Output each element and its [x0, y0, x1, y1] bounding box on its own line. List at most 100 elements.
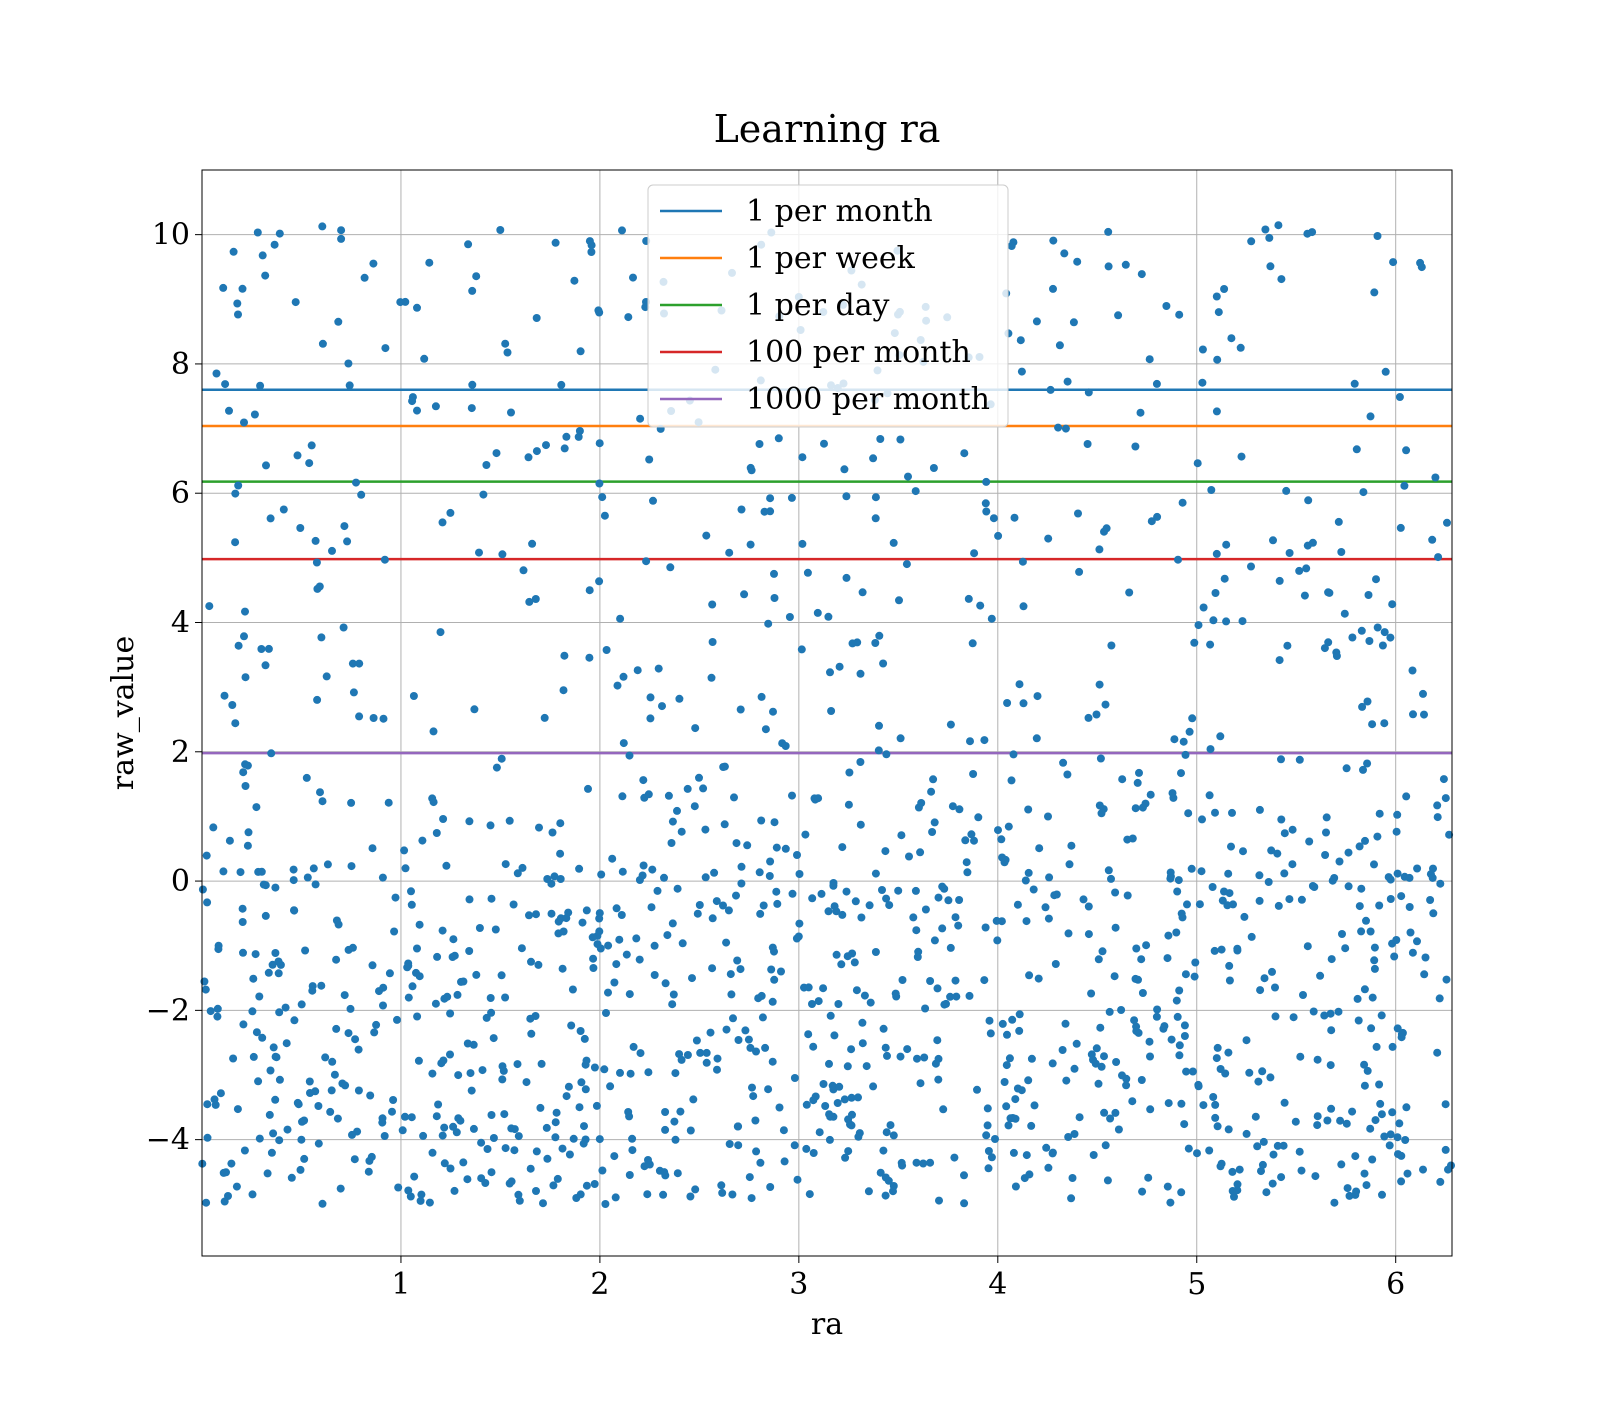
scatter-point	[413, 406, 421, 415]
scatter-point	[826, 1011, 835, 1020]
scatter-point	[921, 1004, 930, 1013]
scatter-point	[1173, 887, 1182, 896]
scatter-point	[592, 1101, 601, 1110]
scatter-point	[1179, 737, 1188, 746]
scatter-point	[337, 226, 346, 235]
scatter-point	[1357, 626, 1366, 635]
scatter-point	[779, 1126, 788, 1135]
scatter-point	[266, 1066, 275, 1075]
scatter-point	[1255, 871, 1264, 880]
scatter-point	[803, 568, 812, 577]
scatter-point	[391, 893, 400, 902]
scatter-point	[1032, 734, 1041, 743]
scatter-point	[267, 749, 276, 758]
scatter-point	[960, 1199, 969, 1208]
scatter-point	[518, 863, 527, 872]
scatter-point	[531, 595, 540, 603]
scatter-point	[980, 976, 989, 985]
scatter-point	[347, 798, 356, 807]
scatter-point	[340, 991, 349, 1000]
scatter-point	[465, 895, 474, 904]
scatter-point	[843, 1062, 852, 1071]
scatter-point	[1259, 1137, 1268, 1146]
scatter-point	[1166, 1198, 1175, 1207]
scatter-point	[951, 976, 960, 985]
scatter-point	[1271, 983, 1279, 992]
scatter-point	[394, 1183, 403, 1192]
scatter-point	[618, 867, 627, 876]
scatter-point	[590, 1063, 599, 1072]
scatter-point	[388, 1107, 396, 1116]
scatter-point	[629, 1042, 638, 1051]
scatter-point	[965, 991, 974, 1000]
scatter-point	[241, 673, 250, 682]
scatter-point	[311, 536, 320, 545]
scatter-point	[398, 1126, 407, 1135]
scatter-point	[1344, 882, 1353, 891]
scatter-point	[582, 1181, 591, 1190]
scatter-point	[628, 1146, 637, 1155]
scatter-point	[1055, 341, 1064, 350]
scatter-point	[1419, 1165, 1427, 1174]
scatter-point	[1419, 689, 1427, 698]
scatter-point	[525, 911, 533, 920]
y-tick-label: −4	[146, 1123, 190, 1158]
scatter-point	[482, 461, 491, 469]
scatter-point	[1358, 702, 1367, 711]
scatter-point	[625, 1171, 634, 1179]
scatter-point	[315, 582, 324, 591]
scatter-point	[1164, 931, 1173, 940]
scatter-point	[1428, 535, 1437, 544]
scatter-point	[1024, 805, 1033, 814]
scatter-point	[595, 308, 604, 317]
scatter-point	[848, 1110, 856, 1119]
scatter-point	[1431, 473, 1440, 482]
scatter-point	[1110, 972, 1119, 981]
scatter-point	[1166, 868, 1175, 877]
scatter-point	[297, 1000, 306, 1009]
scatter-point	[239, 948, 247, 957]
scatter-point	[449, 935, 458, 944]
scatter-point	[1224, 869, 1233, 878]
scatter-point	[369, 714, 378, 722]
scatter-point	[1227, 842, 1235, 851]
scatter-point	[897, 831, 906, 840]
scatter-point	[220, 1197, 229, 1206]
scatter-point	[929, 775, 938, 784]
scatter-point	[297, 1135, 306, 1144]
scatter-point	[802, 1100, 811, 1109]
scatter-point	[514, 1132, 523, 1141]
scatter-point	[1162, 302, 1171, 310]
scatter-point	[234, 310, 242, 319]
scatter-point	[385, 969, 394, 978]
scatter-point	[587, 241, 596, 250]
scatter-point	[1004, 1121, 1013, 1130]
scatter-point	[233, 299, 242, 308]
scatter-point	[1269, 1150, 1278, 1159]
scatter-point	[486, 994, 495, 1002]
scatter-point	[574, 432, 583, 441]
scatter-point	[1092, 710, 1101, 719]
scatter-point	[600, 511, 609, 520]
scatter-point	[891, 989, 900, 998]
scatter-point	[548, 828, 557, 837]
scatter-point	[360, 273, 369, 282]
scatter-point	[708, 964, 717, 973]
scatter-point	[1444, 1165, 1452, 1174]
scatter-point	[969, 770, 978, 778]
scatter-point	[895, 596, 903, 605]
scatter-point	[1416, 258, 1425, 267]
scatter-point	[1180, 1032, 1189, 1040]
scatter-point	[1018, 557, 1027, 566]
scatter-point	[1104, 262, 1113, 271]
scatter-point	[1216, 732, 1225, 741]
scatter-point	[311, 880, 320, 889]
scatter-point	[921, 905, 930, 914]
scatter-point	[1205, 1146, 1214, 1155]
scatter-point	[1313, 1112, 1322, 1121]
scatter-point	[257, 867, 266, 876]
scatter-point	[691, 1185, 700, 1194]
scatter-point	[1103, 1176, 1112, 1185]
scatter-point	[1190, 972, 1199, 981]
scatter-point	[1370, 964, 1379, 973]
